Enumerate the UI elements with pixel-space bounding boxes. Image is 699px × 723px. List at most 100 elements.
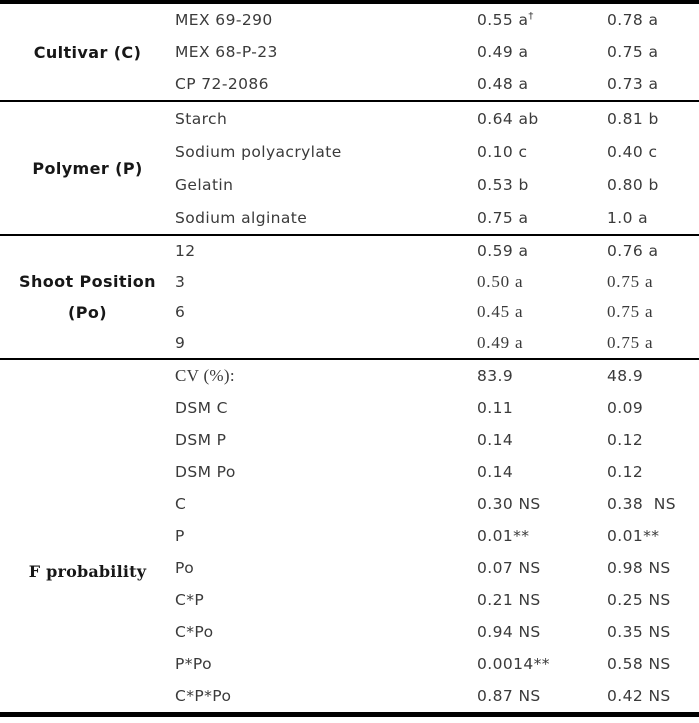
section-header-line: Cultivar (C) xyxy=(33,42,142,62)
row-value-col1: 0.21 NS xyxy=(477,591,541,609)
row-value-col2: 0.78 a xyxy=(607,11,659,29)
row-value-col2: 0.42 NS xyxy=(607,687,671,705)
dagger-superscript: † xyxy=(528,11,534,22)
table-section-shoot-position: Shoot Position (Po) 12 0.59 a 0.76 a 3 0.50 … xyxy=(0,236,699,360)
row-value-col1: 0.11 xyxy=(477,399,514,417)
table-row: C*Po 0.94 NS 0.35 NS xyxy=(175,616,699,648)
row-value-col1: 0.0014** xyxy=(477,655,550,673)
table-row: Gelatin 0.53 b 0.80 b xyxy=(175,168,699,201)
row-value-col2: 0.01** xyxy=(607,527,660,545)
row-value-col1: 0.48 a xyxy=(477,75,529,93)
table-row: CP 72-2086 0.48 a 0.73 a xyxy=(175,68,699,100)
section-rows: CV (%): 83.9 48.9 DSM C 0.11 0.09 DSM P 0.14 0.1… xyxy=(175,360,699,712)
row-label: C*P xyxy=(175,591,205,609)
table-row: 6 0.45 a 0.75 a xyxy=(175,297,699,328)
row-label: MEX 69-290 xyxy=(175,11,273,29)
row-value-col1: 0.75 a xyxy=(477,208,529,227)
row-label: C xyxy=(175,495,187,513)
row-label: CV (%): xyxy=(175,366,235,385)
row-value-col1: 0.64 ab xyxy=(477,109,539,128)
row-value-col1: 0.50 a xyxy=(477,271,524,291)
section-rows: Starch 0.64 ab 0.81 b Sodium polyacrylate 0.… xyxy=(175,102,699,234)
row-value-col2: 0.12 xyxy=(607,431,644,449)
table-row: MEX 69-290 0.55 a† 0.78 a xyxy=(175,4,699,36)
section-header-cultivar: Cultivar (C) xyxy=(0,4,175,100)
table-row: DSM C 0.11 0.09 xyxy=(175,392,699,424)
row-value-col1: 0.07 NS xyxy=(477,559,541,577)
table-section-cultivar: Cultivar (C) MEX 69-290 0.55 a† 0.78 a MEX … xyxy=(0,4,699,102)
row-value-col1: 0.87 NS xyxy=(477,687,541,705)
table-row: Sodium polyacrylate 0.10 c 0.40 c xyxy=(175,135,699,168)
row-value-col2: 0.12 xyxy=(607,463,644,481)
section-header-line: Polymer (P) xyxy=(32,158,143,178)
table-row: MEX 68-P-23 0.49 a 0.75 a xyxy=(175,36,699,68)
row-value-col2: 0.73 a xyxy=(607,75,659,93)
section-header-shoot-position: Shoot Position (Po) xyxy=(0,236,175,358)
row-value-col2: 0.75 a xyxy=(607,43,659,61)
row-value-col1: 0.49 a xyxy=(477,43,529,61)
table-row: 12 0.59 a 0.76 a xyxy=(175,236,699,267)
row-value-col2: 0.25 NS xyxy=(607,591,671,609)
row-label: Po xyxy=(175,559,195,577)
row-value-col2: 0.75 a xyxy=(607,302,654,322)
row-label: DSM P xyxy=(175,431,227,449)
table-row: Sodium alginate 0.75 a 1.0 a xyxy=(175,201,699,234)
section-header-f-probability: F probability xyxy=(0,360,175,712)
table-row: C*P*Po 0.87 NS 0.42 NS xyxy=(175,680,699,712)
row-value-col2: 0.98 NS xyxy=(607,559,671,577)
row-value-col1: 0.55 a† xyxy=(477,11,534,29)
row-value-col1: 0.94 NS xyxy=(477,623,541,641)
row-value-col2: 0.35 NS xyxy=(607,623,671,641)
row-label: CP 72-2086 xyxy=(175,75,269,93)
table-row: Starch 0.64 ab 0.81 b xyxy=(175,102,699,135)
table-row: Po 0.07 NS 0.98 NS xyxy=(175,552,699,584)
row-label: Sodium alginate xyxy=(175,208,308,227)
section-header-polymer: Polymer (P) xyxy=(0,102,175,234)
row-label: C*Po xyxy=(175,623,214,641)
row-value-col1: 0.01** xyxy=(477,527,530,545)
section-rows: 12 0.59 a 0.76 a 3 0.50 a 0.75 a 6 0.45 a 0.75 a… xyxy=(175,236,699,358)
row-label: DSM Po xyxy=(175,463,236,481)
table-row: C*P 0.21 NS 0.25 NS xyxy=(175,584,699,616)
row-value-col1: 0.53 b xyxy=(477,175,529,194)
row-label: 6 xyxy=(175,303,186,322)
row-label: C*P*Po xyxy=(175,687,232,705)
table-section-f-probability: F probability CV (%): 83.9 48.9 DSM C 0.11 0.… xyxy=(0,360,699,712)
row-value-col1: 0.14 xyxy=(477,431,514,449)
row-label: Sodium polyacrylate xyxy=(175,142,342,161)
table-row: 3 0.50 a 0.75 a xyxy=(175,267,699,298)
row-value-col2: 1.0 a xyxy=(607,208,649,227)
table-section-polymer: Polymer (P) Starch 0.64 ab 0.81 b Sodium po… xyxy=(0,102,699,236)
row-label: 3 xyxy=(175,272,186,291)
row-label: Gelatin xyxy=(175,175,234,194)
row-label: P*Po xyxy=(175,655,212,673)
section-header-line: (Po) xyxy=(68,303,107,322)
row-value-col2: 0.75 a xyxy=(607,332,654,352)
row-value-col1: 0.45 a xyxy=(477,302,524,322)
row-value-col2: 0.58 NS xyxy=(607,655,671,673)
row-value-col2: 0.09 xyxy=(607,399,644,417)
section-rows: MEX 69-290 0.55 a† 0.78 a MEX 68-P-23 0.49 a… xyxy=(175,4,699,100)
row-label: 9 xyxy=(175,333,186,352)
row-value-col2: 0.75 a xyxy=(607,271,654,291)
row-value-col1: 0.49 a xyxy=(477,332,524,352)
table-row: P 0.01** 0.01** xyxy=(175,520,699,552)
row-value-col2: 0.76 a xyxy=(607,242,659,261)
row-value-col1: 0.30 NS xyxy=(477,495,541,513)
table-row: C 0.30 NS 0.38 NS xyxy=(175,488,699,520)
row-value-col2: 48.9 xyxy=(607,367,644,385)
row-value-col2: 0.80 b xyxy=(607,175,659,194)
section-header-line: F probability xyxy=(28,562,147,581)
row-value-col1: 83.9 xyxy=(477,367,514,385)
row-value-col1: 0.14 xyxy=(477,463,514,481)
table-row: CV (%): 83.9 48.9 xyxy=(175,360,699,392)
row-value-col1: 0.59 a xyxy=(477,242,529,261)
row-label: Starch xyxy=(175,109,228,128)
row-value-col1: 0.10 c xyxy=(477,142,528,161)
row-label: MEX 68-P-23 xyxy=(175,43,278,61)
row-label: DSM C xyxy=(175,399,228,417)
row-label: P xyxy=(175,527,185,545)
section-header-line: Shoot Position xyxy=(19,272,156,291)
table-row: DSM P 0.14 0.12 xyxy=(175,424,699,456)
